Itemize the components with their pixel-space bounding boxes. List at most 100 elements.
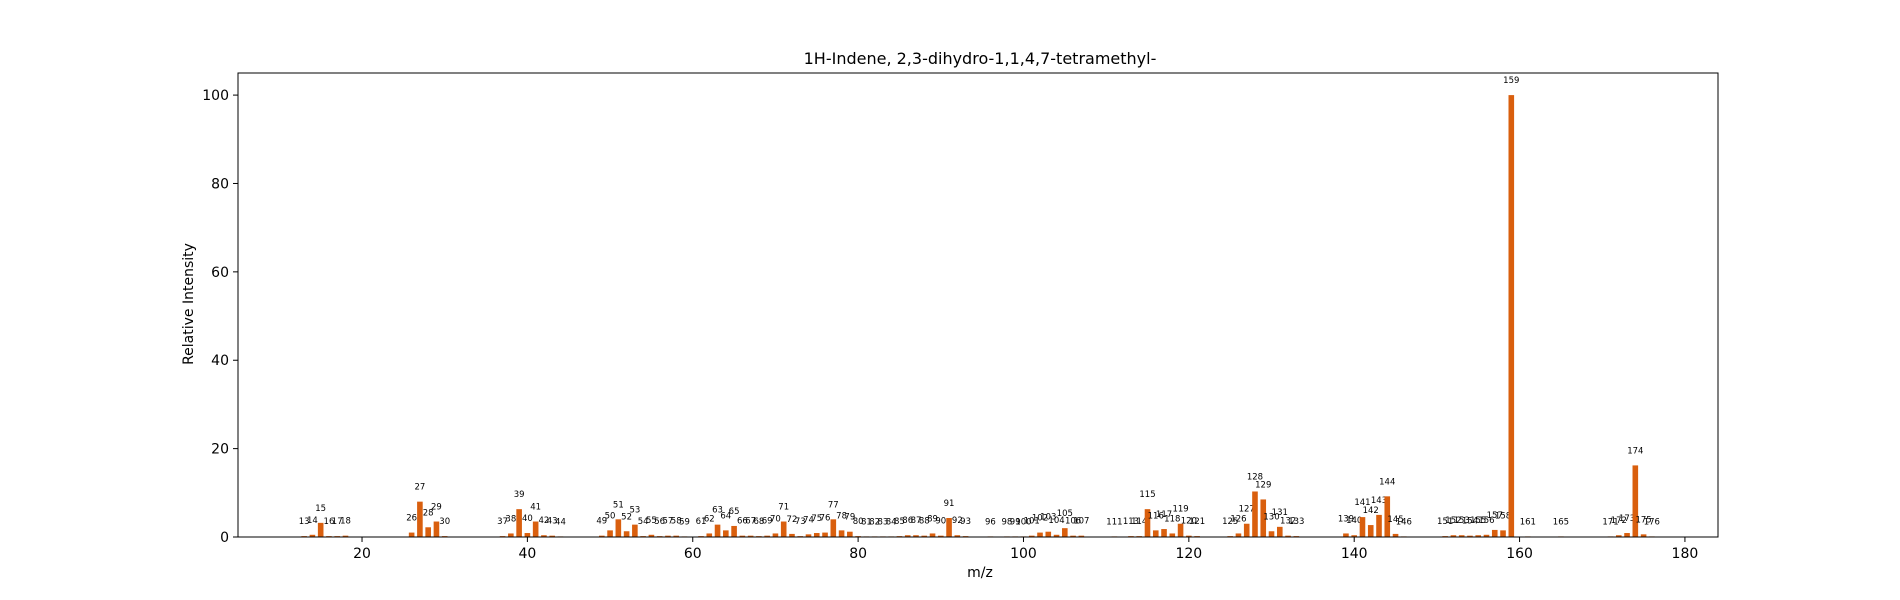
peak-label-mz-159: 159: [1503, 76, 1519, 86]
peak-label-mz-100: 100: [1015, 518, 1031, 528]
peak-label-mz-174: 174: [1627, 446, 1643, 456]
bar-mz-52: [623, 531, 630, 537]
bar-mz-75: [813, 533, 820, 537]
peak-label-mz-14: 14: [307, 516, 318, 526]
peak-label-mz-105: 105: [1057, 509, 1073, 519]
bar-mz-153: [1458, 535, 1465, 537]
peak-label-mz-62: 62: [704, 514, 715, 524]
bar-mz-92: [954, 535, 961, 537]
bar-mz-159: [1508, 95, 1515, 537]
bar-mz-89: [929, 533, 936, 537]
peak-label-mz-15: 15: [315, 504, 326, 514]
x-tick-label-160: 160: [1506, 546, 1533, 562]
bar-mz-18: [342, 535, 349, 537]
bar-mz-154: [1467, 535, 1473, 537]
peak-label-mz-157: 157: [1487, 511, 1503, 521]
peak-label-mz-77: 77: [828, 500, 839, 510]
peak-label-mz-91: 91: [944, 499, 955, 509]
peak-label-mz-86: 86: [902, 516, 913, 526]
bar-mz-58: [673, 535, 680, 537]
bar-mz-173: [1624, 533, 1630, 537]
bar-mz-102: [1037, 532, 1043, 537]
peak-label-mz-96: 96: [985, 518, 996, 528]
peak-label-mz-72: 72: [787, 515, 798, 525]
peak-label-mz-75: 75: [811, 514, 822, 524]
peak-label-mz-98: 98: [1002, 518, 1013, 528]
y-tick-label-80: 80: [211, 176, 229, 192]
peak-label-mz-165: 165: [1553, 518, 1569, 528]
peak-label-mz-151: 151: [1437, 517, 1453, 527]
peak-label-mz-140: 140: [1346, 516, 1362, 526]
bar-mz-144: [1384, 496, 1391, 537]
y-tick-label-60: 60: [211, 265, 229, 281]
bar-mz-140: [1351, 535, 1357, 537]
peak-label-mz-69: 69: [762, 517, 773, 527]
peak-label-mz-42: 42: [539, 516, 550, 526]
peak-label-mz-173: 173: [1619, 514, 1635, 524]
bar-mz-101: [1028, 535, 1035, 537]
peak-label-mz-67: 67: [745, 517, 756, 527]
bar-mz-90: [937, 535, 944, 537]
peak-label-mz-156: 156: [1478, 516, 1494, 526]
peak-label-mz-101: 101: [1024, 517, 1040, 527]
bar-mz-72: [789, 533, 795, 537]
peak-label-mz-139: 139: [1338, 514, 1354, 524]
peak-label-mz-55: 55: [646, 516, 657, 526]
peak-label-mz-30: 30: [439, 517, 450, 527]
bar-mz-15: [317, 522, 324, 537]
peak-label-mz-82: 82: [869, 518, 880, 528]
peak-label-mz-116: 116: [1148, 511, 1164, 521]
peak-label-mz-89: 89: [927, 514, 938, 524]
x-axis-label: m/z: [967, 565, 993, 581]
bar-mz-78: [838, 530, 845, 537]
bar-mz-57: [665, 535, 671, 537]
peak-label-mz-92: 92: [952, 516, 963, 526]
peak-label-mz-129: 129: [1255, 480, 1271, 490]
bar-mz-142: [1367, 525, 1374, 537]
peak-label-mz-93: 93: [960, 517, 971, 527]
peak-label-mz-58: 58: [671, 517, 682, 527]
peak-label-mz-43: 43: [547, 517, 558, 527]
peak-label-mz-63: 63: [712, 506, 723, 516]
bar-mz-62: [706, 533, 713, 537]
peak-label-mz-50: 50: [605, 511, 616, 521]
bar-mz-119: [1177, 523, 1184, 537]
peak-label-mz-119: 119: [1172, 505, 1188, 515]
bar-mz-175: [1640, 534, 1647, 537]
peak-label-mz-125: 125: [1222, 517, 1238, 527]
peak-label-mz-76: 76: [820, 514, 831, 524]
bar-mz-74: [805, 534, 812, 537]
bar-mz-127: [1243, 523, 1250, 537]
peak-label-mz-126: 126: [1230, 514, 1246, 524]
peak-label-mz-66: 66: [737, 517, 748, 527]
peak-label-mz-141: 141: [1354, 498, 1370, 508]
peak-label-mz-103: 103: [1040, 513, 1056, 523]
bar-mz-104: [1053, 534, 1060, 537]
peak-label-mz-90: 90: [935, 517, 946, 527]
bar-mz-115: [1144, 509, 1151, 537]
peak-label-mz-53: 53: [629, 506, 640, 516]
bar-mz-126: [1235, 533, 1242, 537]
peak-label-mz-56: 56: [654, 517, 665, 527]
peak-label-mz-84: 84: [886, 518, 897, 528]
peak-label-mz-146: 146: [1396, 518, 1412, 528]
peak-label-mz-78: 78: [836, 511, 847, 521]
peak-label-mz-16: 16: [324, 517, 335, 527]
peak-label-mz-80: 80: [853, 517, 864, 527]
bar-mz-28: [425, 527, 431, 537]
peak-label-mz-128: 128: [1247, 472, 1263, 482]
bar-mz-51: [615, 519, 622, 537]
bar-mz-88: [921, 535, 928, 537]
chart-title: 1H-Indene, 2,3-dihydro-1,1,4,7-tetrameth…: [804, 49, 1157, 68]
bar-mz-41: [532, 521, 539, 537]
peak-label-mz-27: 27: [414, 483, 425, 493]
bar-mz-128: [1252, 491, 1258, 537]
peak-label-mz-114: 114: [1131, 517, 1147, 527]
bar-mz-129: [1260, 499, 1267, 537]
peak-label-mz-107: 107: [1073, 517, 1089, 527]
bar-mz-141: [1359, 517, 1366, 537]
peak-label-mz-44: 44: [555, 518, 566, 528]
peak-label-mz-37: 37: [497, 517, 508, 527]
peak-label-mz-87: 87: [911, 516, 922, 526]
